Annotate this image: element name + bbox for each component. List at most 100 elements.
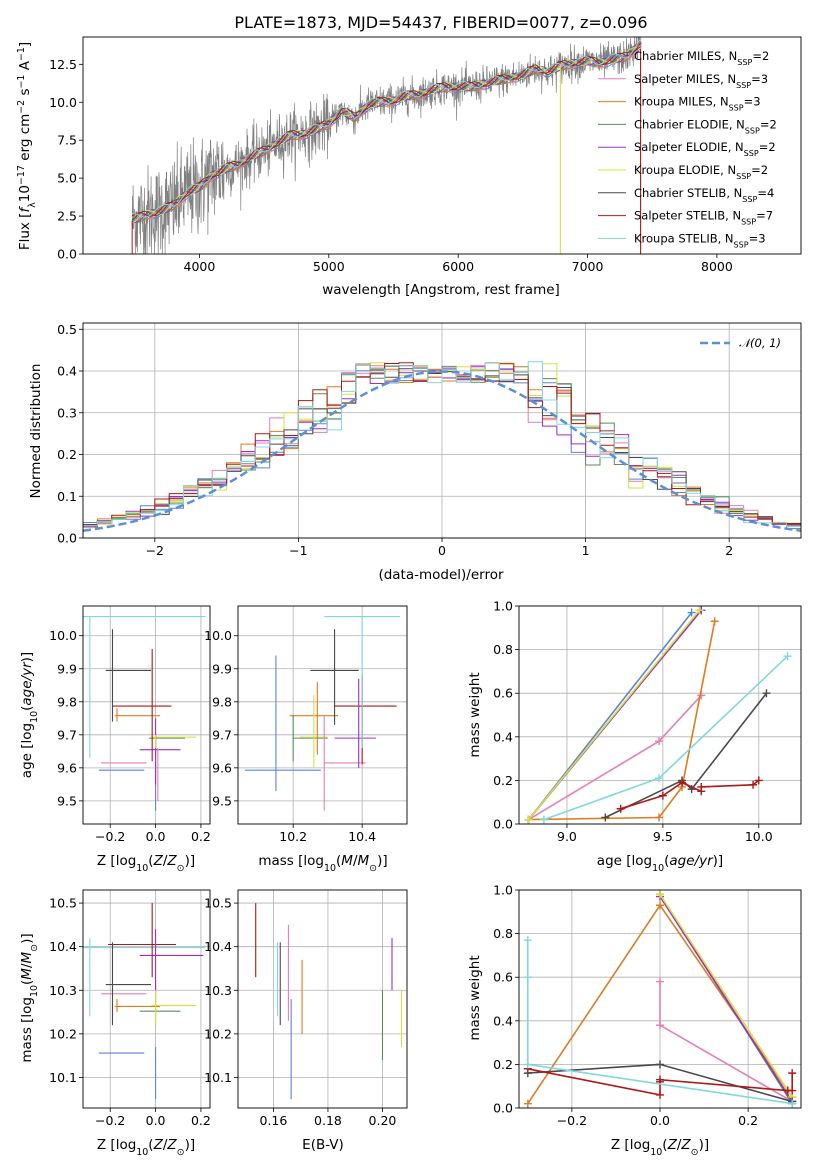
label-part: / (19, 963, 35, 968)
weight-marker (678, 778, 687, 787)
spectrum-axes (79, 63, 718, 258)
z-age-plot-area (83, 615, 206, 811)
weight-marker (656, 890, 664, 899)
label-part: −2 (16, 100, 27, 114)
label-part: )] (185, 1137, 196, 1153)
label-part: =2 (751, 163, 768, 177)
label-part: ( (19, 706, 35, 711)
y-tick-label: 0.0 (57, 247, 77, 262)
residuals-axes (79, 323, 801, 542)
residual-histogram (83, 361, 801, 538)
y-tick-label: 0.5 (57, 322, 77, 337)
spectrum-frame (82, 36, 802, 255)
weight-marker (523, 973, 532, 982)
x-tick-label: 10.2 (279, 829, 307, 844)
label-part: 10 (29, 711, 40, 723)
z-mass-frame (82, 889, 211, 1109)
x-tick-label: 2 (725, 543, 733, 558)
y-tick-label: 9.9 (212, 661, 232, 676)
residuals-frame (82, 322, 802, 539)
age-weight-plot-area (524, 606, 792, 824)
weight-marker (656, 1090, 664, 1099)
label-part: mass [ (258, 853, 303, 869)
label-part: age [ (19, 743, 35, 778)
x-tick-label: −2 (146, 543, 164, 558)
y-tick-label: 10.2 (204, 1026, 232, 1041)
x-tick-label: 0.2 (191, 1113, 211, 1128)
x-tick-label: 0.20 (369, 1113, 397, 1128)
label-part: )] (699, 1137, 710, 1153)
label-part: =2 (760, 117, 777, 131)
label-part: )] (19, 652, 35, 663)
label-part: Flux [ (17, 213, 33, 251)
weight-marker (762, 689, 771, 698)
gaussian-curve (83, 370, 801, 532)
weight-marker (656, 1075, 664, 1084)
y-tick-label: 9.5 (57, 793, 77, 808)
y-tick-label: 0.0 (493, 1101, 513, 1116)
residuals-plot-area (83, 361, 801, 538)
legend-label: Kroupa ELODIE, NSSP=2 (634, 163, 768, 181)
label-part: Z (153, 853, 164, 869)
weight-marker (710, 617, 719, 626)
label-part: )] (19, 933, 35, 944)
y-tick-label: 10.3 (49, 983, 77, 998)
model-spectrum (131, 46, 642, 221)
label-part: SSP (742, 194, 757, 203)
label-part: Z [ (97, 853, 116, 869)
label-part: ( (664, 853, 669, 869)
weight-marker (695, 606, 704, 615)
x-tick-label: 5000 (313, 259, 345, 274)
label-part: Salpeter STELIB, N (634, 209, 741, 223)
label-part: Salpeter ELODIE, N (634, 140, 744, 154)
label-part: )] (377, 853, 388, 869)
y-tick-label: 0.6 (493, 686, 513, 701)
label-part: SSP (736, 80, 751, 89)
legend-label: 𝒩(0, 1) (739, 336, 781, 350)
y-axis-label: mass weight (467, 672, 483, 757)
y-axis-label: Flux [fλ10−17 erg cm−2 s−1 A−1] (16, 42, 38, 250)
x-axis-label: Z [log10(Z/Z⊙)] (97, 853, 195, 874)
label-part: SSP (745, 126, 760, 135)
y-tick-label: 9.6 (57, 760, 77, 775)
label-part: 10 (650, 1147, 662, 1158)
x-tick-label: 0.0 (146, 829, 166, 844)
label-part: s (17, 88, 33, 99)
label-part: / (353, 853, 358, 869)
x-tick-label: −0.2 (95, 829, 125, 844)
label-part: )] (713, 853, 724, 869)
y-tick-label: 0.2 (493, 1057, 513, 1072)
weight-marker (754, 776, 763, 785)
weight-marker (687, 608, 696, 617)
model-spectrum (131, 43, 642, 224)
label-part: =3 (744, 95, 761, 109)
x-tick-label: 8000 (701, 259, 733, 274)
z-weight-frame (518, 889, 802, 1109)
label-part: =2 (752, 49, 769, 63)
weight-marker (656, 1060, 664, 1069)
y-tick-label: 10.4 (204, 939, 232, 954)
y-tick-label: 10.1 (204, 1070, 232, 1085)
weight-marker (539, 815, 548, 824)
weight-marker (788, 1069, 797, 1078)
z-mass-axes (79, 890, 210, 1112)
weight-line (659, 893, 793, 1098)
x-axis-label: (data-model)/error (378, 567, 504, 583)
label-part: M (19, 951, 35, 963)
y-tick-label: 2.5 (57, 209, 77, 224)
x-tick-label: −1 (289, 543, 307, 558)
label-part: M (341, 853, 353, 869)
y-tick-label: 12.5 (49, 57, 77, 72)
mass-age-frame (237, 605, 408, 825)
legend-label: Salpeter MILES, NSSP=3 (634, 72, 768, 90)
y-tick-label: 9.7 (57, 727, 77, 742)
legend-label: Kroupa STELIB, NSSP=3 (634, 231, 766, 249)
x-axis-label: wavelength [Angstrom, rest frame] (322, 282, 560, 298)
label-part: log (19, 997, 35, 1018)
label-part: ( (336, 853, 341, 869)
label-part: / (163, 1137, 168, 1153)
label-part: SSP (729, 103, 744, 112)
label-part: Z (667, 1137, 678, 1153)
label-part: ( (662, 1137, 667, 1153)
